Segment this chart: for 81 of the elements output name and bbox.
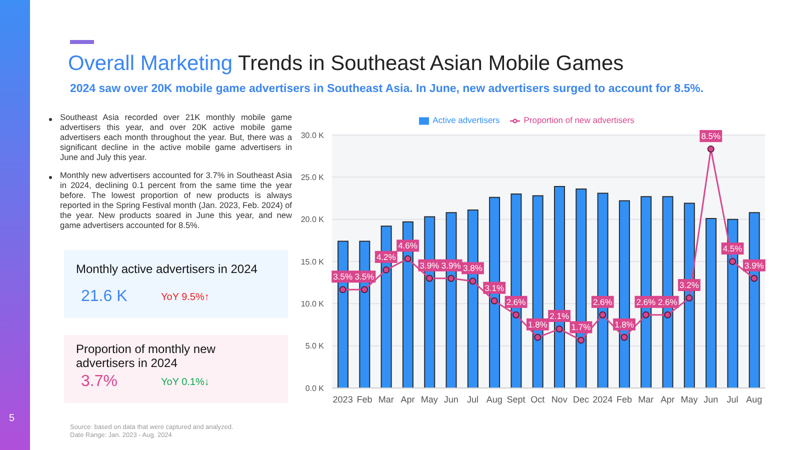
data-label: 3.5% [354,272,375,282]
point [404,255,412,262]
data-label: 1.7% [571,322,592,332]
text: Monthly active advertisers in 2024 [76,262,258,276]
y-tick-label: 0.0 K [305,384,325,393]
data-label: 2.6% [636,296,656,307]
data-label: 3.9% [744,260,764,270]
data-label: 4.6% [398,240,418,251]
legend-label: Proportion of new advertisers [524,115,634,125]
x-tick-label: Feb [616,394,632,404]
text: 5 [9,413,15,424]
chart-title: Overall Marketing Trends in Southeast Asian Mobile Games [68,52,624,76]
point [534,334,542,341]
text: 3.7% [81,373,118,391]
point [664,311,672,318]
y-tick-label: 30.0 K [300,130,325,140]
y-tick-label: 20.0 K [300,215,325,224]
x-tick-label: Jun [444,394,458,404]
point [448,274,455,282]
data-label: 3.1% [484,282,505,293]
legend-label: Active advertisers [432,115,500,125]
point [469,278,476,285]
point [577,336,584,344]
y-tick-label: 10.0 K [300,300,325,309]
point [490,297,498,304]
data-label: 2.1% [550,310,570,321]
x-tick-label: Oct [530,394,546,404]
point [556,325,563,332]
chart-subtitle: 2024 saw over 20K mobile game advertisers in Southeast Asia. In June, new advertisers surged to account for 8.5%. [70,83,704,95]
data-label: 4.5% [722,244,743,254]
text: Southeast Asia recorded over 21K monthly mobile game advertisers this year, and over 20K active mobile game advertisers each month throughout the year. But, there was a significant decline in the active mobile game advertisers in June and July this year. [60,112,292,162]
text: 21.6 K [81,288,128,306]
x-tick-label: Feb [356,394,372,404]
bar [706,218,717,388]
y-tick-label: 5.0 K [305,342,325,351]
x-tick-label: Jul [726,394,738,404]
point [750,274,758,282]
point [707,146,714,153]
point [382,266,390,274]
text: YoY 0.1%↓ [161,377,210,388]
x-tick-label: Apr [400,394,415,404]
y-tick-label: 15.0 K [300,257,325,266]
data-label: 3.9% [441,260,462,270]
point [642,311,650,318]
data-label: 4.2% [376,252,396,262]
point [426,274,433,282]
x-tick-label: Apr [660,394,675,404]
x-tick-label: Jun [704,394,718,404]
x-tick-label: May [680,394,698,404]
text: YoY 9.5%↑ [161,292,210,303]
data-label: 1.8% [614,319,634,330]
y-tick-label: 25.0 K [300,173,325,182]
x-tick-label: Mar [638,394,654,404]
text: Proportion of monthly new advertisers in 2024 [76,342,216,370]
data-label: 2.6% [658,296,678,307]
data-label: 3.8% [463,263,483,274]
data-label: 8.5% [701,131,722,142]
data-label: 1.8% [528,319,548,330]
point [620,334,628,341]
point [599,311,606,318]
data-label: 3.9% [420,260,440,270]
x-tick-label: Jul [466,394,478,404]
point [512,311,520,318]
point [339,286,346,294]
data-label: 3.5% [333,272,353,282]
x-tick-label: Nov [551,394,568,404]
data-label: 2.6% [506,296,526,307]
x-tick-label: Dec [572,394,590,404]
x-tick-label: Aug [486,394,502,404]
x-tick-label: Sept [506,394,526,404]
x-tick-label: Mar [378,394,394,404]
x-tick-label: May [420,394,438,404]
data-label: 3.2% [680,280,700,290]
point [360,286,368,294]
text: Monthly new advertisers accounted for 3.7% in Southeast Asia in 2024, declining 0.1 percent from the same time the year before. The lowest proportion of new products is always reported in the Spring Festival month (Jan. 2023, Feb. 2024) of the year. New products soared in June this year, and new game advertisers accounted for 8.5%. [60,170,292,230]
x-tick-label: 2023 [332,394,353,404]
x-tick-label: Aug [746,394,762,404]
point [729,258,736,265]
data-label: 2.6% [592,296,613,307]
x-tick-label: 2024 [592,394,613,404]
point [686,294,693,302]
